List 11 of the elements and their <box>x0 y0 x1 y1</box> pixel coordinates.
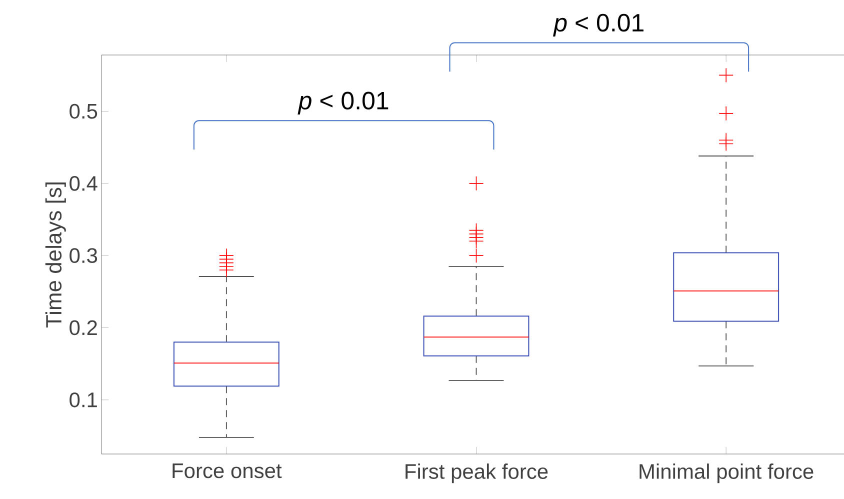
text: p < 0.01 <box>553 14 644 37</box>
y-tick-label: 0.5 <box>70 104 98 119</box>
x-tick-label: First peak force <box>406 464 548 484</box>
y-tick-label: 0.2 <box>70 320 97 336</box>
y-tick-label: 0.3 <box>70 248 98 264</box>
y-tick-label: 0.1 <box>70 392 97 408</box>
x-tick-label: Minimal point force <box>640 464 814 484</box>
y-tick-label: 0.4 <box>70 176 98 191</box>
y-axis-title: Time delays [s] <box>45 182 66 328</box>
x-tick-label: Force onset <box>172 464 282 478</box>
annotation: p < 0.01 <box>298 92 388 114</box>
